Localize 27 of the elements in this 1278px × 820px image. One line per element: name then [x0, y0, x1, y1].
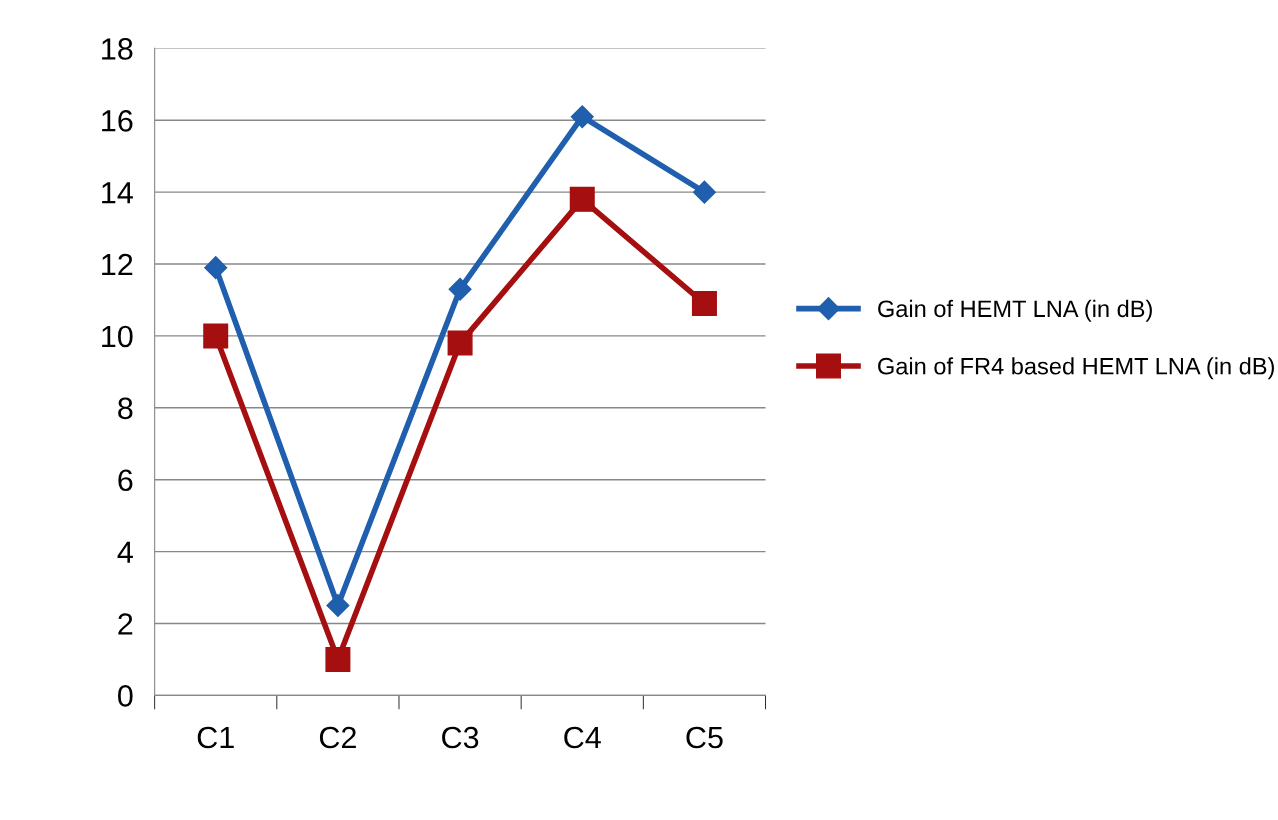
legend-label: Gain of FR4 based HEMT LNA (in dB): [878, 357, 1274, 380]
x-tick-label: C4: [564, 726, 601, 749]
y-tick-label: 14: [102, 182, 133, 204]
point: [447, 330, 473, 356]
y-tick-label: 16: [102, 110, 133, 132]
point: [204, 256, 228, 280]
y-tick-label: 18: [102, 38, 133, 60]
point: [692, 180, 716, 204]
x-tick-label: C1: [197, 726, 234, 749]
point: [325, 646, 351, 672]
x-tick-label: C5: [686, 726, 723, 749]
point: [203, 323, 229, 349]
point: [570, 105, 594, 129]
point: [326, 594, 350, 617]
y-tick-label: 12: [102, 253, 133, 276]
x-tick-label: C2: [319, 726, 356, 749]
y-tick-label: 8: [118, 397, 133, 420]
x-tick-label: C3: [442, 726, 479, 749]
point: [691, 291, 717, 317]
point: [448, 277, 472, 301]
y-tick-label: 0: [118, 685, 133, 707]
point: [569, 186, 595, 212]
y-tick-label: 6: [118, 469, 133, 492]
y-tick-label: 10: [102, 325, 133, 348]
legend-label: Gain of HEMT LNA (in dB): [878, 299, 1152, 322]
y-tick-label: 2: [118, 613, 133, 635]
y-tick-label: 4: [117, 541, 133, 563]
